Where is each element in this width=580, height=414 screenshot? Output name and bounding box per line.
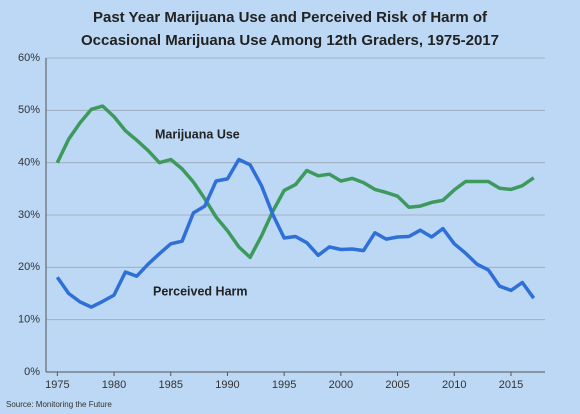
series-line: [55, 104, 535, 260]
x-tick-label: 1975: [45, 379, 69, 391]
y-tick-label: 10%: [18, 314, 40, 326]
x-tick-label: 1990: [215, 379, 239, 391]
y-tick-label: 60%: [18, 52, 40, 64]
x-tick-label: 2010: [442, 379, 466, 391]
series-label: Marijuana Use: [155, 127, 240, 141]
x-tick-label: 1995: [272, 379, 296, 391]
x-tick-label: 2000: [329, 379, 353, 391]
y-tick-label: 30%: [18, 209, 40, 221]
x-tick-label: 1985: [159, 379, 183, 391]
x-tick-label: 2005: [385, 379, 409, 391]
y-tick-label: 40%: [18, 157, 40, 169]
source: Source: Monitoring the Future: [6, 400, 112, 409]
y-tick-label: 20%: [18, 261, 40, 273]
chart-title: Past Year Marijuana Use and Perceived Ri…: [93, 9, 488, 26]
chart-title: Occasional Marijuana Use Among 12th Grad…: [81, 32, 499, 49]
series-label: Perceived Harm: [153, 284, 248, 298]
series-line: [55, 157, 536, 309]
x-tick-label: 2015: [499, 379, 523, 391]
x-tick-label: 1980: [102, 379, 126, 391]
y-tick-label: 50%: [18, 104, 40, 116]
y-tick-label: 0%: [24, 366, 40, 378]
